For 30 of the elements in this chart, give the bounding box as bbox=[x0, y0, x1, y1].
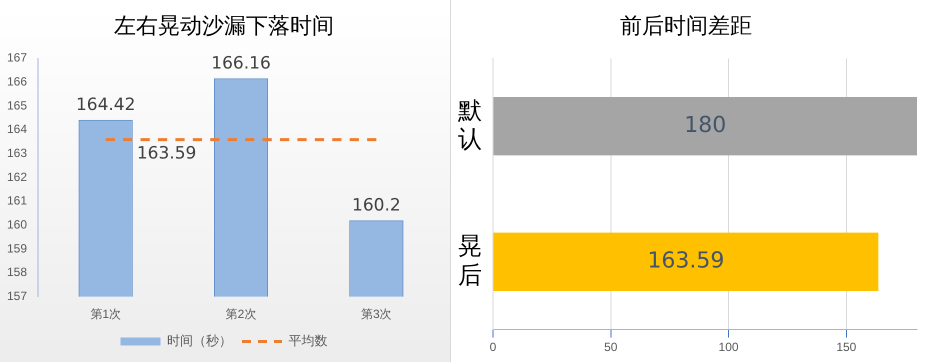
data-label: 180 bbox=[684, 112, 726, 138]
x-tick-label: 0 bbox=[490, 340, 497, 354]
y-tick-label: 165 bbox=[6, 98, 28, 112]
y-tick-label: 166 bbox=[6, 74, 28, 89]
data-label: 166.16 bbox=[211, 53, 271, 74]
y-tick-label: 159 bbox=[6, 241, 28, 256]
x-tick-label: 第2次 bbox=[226, 307, 256, 322]
legend-label: 时间（秒） bbox=[167, 333, 232, 348]
x-tick-label: 第3次 bbox=[360, 307, 392, 322]
x-tick-label: 150 bbox=[836, 340, 857, 354]
y-tick-label: 157 bbox=[6, 288, 28, 303]
chart-title: 左右晃动沙漏下落时间 bbox=[114, 14, 334, 39]
y-tick-label: 晃后 bbox=[458, 233, 482, 289]
y-tick-label: 167 bbox=[6, 50, 28, 65]
y-tick-label: 161 bbox=[6, 194, 28, 208]
x-tick-label: 100 bbox=[718, 340, 739, 354]
x-tick-label: 第1次 bbox=[90, 307, 122, 322]
data-label: 163.59 bbox=[647, 248, 724, 274]
y-tick-label: 默认 bbox=[457, 97, 482, 154]
data-label: 160.2 bbox=[352, 195, 401, 216]
legend-label: 平均数 bbox=[288, 333, 328, 348]
y-tick-label: 160 bbox=[6, 217, 28, 232]
x-tick-label: 50 bbox=[604, 340, 618, 354]
chart-title: 前后时间差距 bbox=[620, 14, 752, 39]
y-tick-label: 158 bbox=[6, 265, 28, 280]
y-tick-label: 164 bbox=[6, 122, 28, 136]
y-tick-label: 163 bbox=[6, 146, 28, 160]
data-label: 164.42 bbox=[76, 94, 136, 115]
data-label: 163.59 bbox=[136, 144, 196, 164]
y-tick-label: 162 bbox=[6, 170, 28, 184]
